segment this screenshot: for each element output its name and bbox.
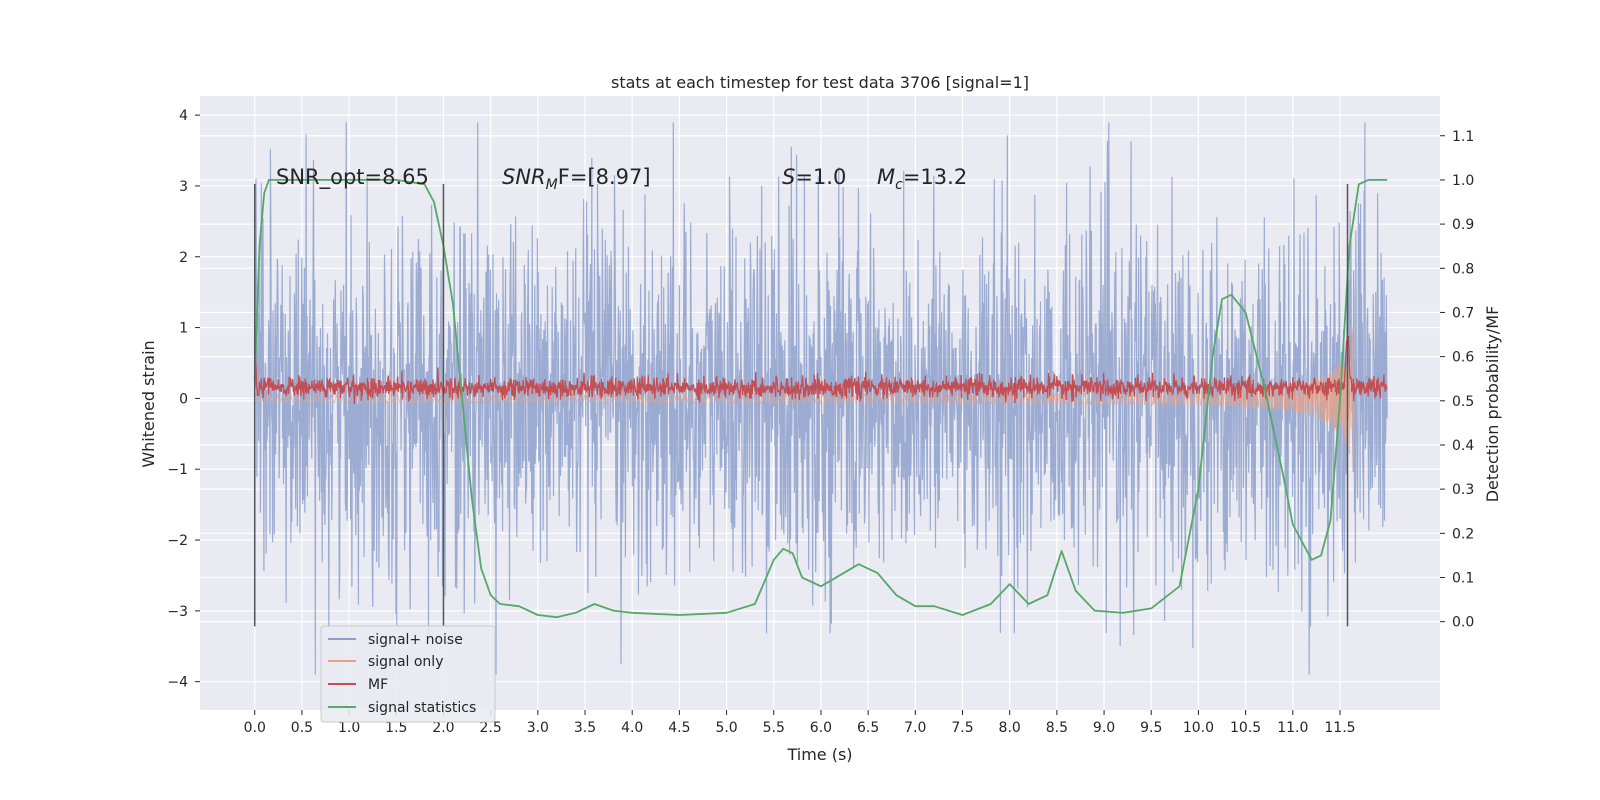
y-left-tick-label: 0 xyxy=(179,391,188,407)
mc-name: M xyxy=(877,165,895,189)
tick-layer: 0.0 0.5 1.0 1.5 2.0 2.5 3.0 3.5 4.0 4.5 5.0 5.5 6.0 6… xyxy=(167,108,1474,736)
legend-label-signal-noise: signal+ noise xyxy=(368,632,463,648)
s-annotation: S=1.0 xyxy=(782,165,846,189)
y-left-tick-label: −1 xyxy=(167,462,188,478)
legend: signal+ noise signal only MF signal stat… xyxy=(320,625,496,723)
legend-label-signal-only: signal only xyxy=(368,654,443,670)
x-tick-label: 9.5 xyxy=(1140,720,1162,736)
snr-mf-annotation: SNRMF=[8.97] xyxy=(502,165,651,193)
x-tick-label: 5.0 xyxy=(715,720,737,736)
snr-mf-rest: F=[8.97] xyxy=(558,165,651,189)
x-tick-label: 1.0 xyxy=(338,720,360,736)
y-axis-right-title: Detection probability/MF xyxy=(1483,306,1502,503)
marker-layer xyxy=(253,183,1349,627)
y-right-tick-label: 0.5 xyxy=(1452,394,1474,410)
y-left-tick-label: 3 xyxy=(179,179,188,195)
y-right-tick-label: 0.2 xyxy=(1452,526,1474,542)
y-axis-left-title: Whitened strain xyxy=(139,340,158,467)
y-left-tick-label: −3 xyxy=(167,604,188,620)
y-right-tick-label: 0.1 xyxy=(1452,570,1474,586)
x-tick-label: 9.0 xyxy=(1093,720,1115,736)
x-tick-label: 2.0 xyxy=(432,720,454,736)
x-tick-label: 10.0 xyxy=(1183,720,1214,736)
y-right-tick-label: 0.4 xyxy=(1452,438,1474,454)
series-signal-statistics-line xyxy=(253,179,1388,619)
y-right-tick-label: 0.6 xyxy=(1452,350,1474,366)
y-right-tick-label: 0.8 xyxy=(1452,261,1474,277)
x-tick-label: 8.5 xyxy=(1046,720,1068,736)
y-right-tick-label: 0.9 xyxy=(1452,217,1474,233)
s-rest: =1.0 xyxy=(795,165,846,189)
mc-annotation: Mc=13.2 xyxy=(877,165,967,193)
x-tick-label: 11.0 xyxy=(1277,720,1308,736)
y-right-tick-label: 0.7 xyxy=(1452,305,1474,321)
x-tick-label: 4.5 xyxy=(668,720,690,736)
s-name: S xyxy=(782,165,795,189)
x-tick-label: 0.0 xyxy=(244,720,266,736)
x-tick-label: 6.0 xyxy=(810,720,832,736)
chart-title: stats at each timestep for test data 370… xyxy=(611,73,1029,92)
x-tick-label: 4.0 xyxy=(621,720,643,736)
snr-mf-name: SNR xyxy=(502,165,546,189)
y-right-tick-label: 0.0 xyxy=(1452,615,1474,631)
x-tick-label: 8.0 xyxy=(999,720,1021,736)
x-tick-label: 7.5 xyxy=(951,720,973,736)
y-left-tick-label: −4 xyxy=(167,675,188,691)
y-right-tick-label: 1.1 xyxy=(1452,129,1474,145)
y-right-tick-label: 0.3 xyxy=(1452,482,1474,498)
x-tick-label: 11.5 xyxy=(1324,720,1355,736)
snr-mf-sub: M xyxy=(546,177,558,193)
y-right-tick-label: 1.0 xyxy=(1452,173,1474,189)
x-axis-title: Time (s) xyxy=(786,745,852,764)
x-tick-label: 10.5 xyxy=(1230,720,1261,736)
mc-sub: c xyxy=(895,177,903,193)
y-left-tick-label: 4 xyxy=(179,108,188,124)
x-tick-label: 7.0 xyxy=(904,720,926,736)
y-left-tick-label: 2 xyxy=(179,250,188,266)
series-signal-only-line xyxy=(254,327,1355,469)
y-left-tick-label: 1 xyxy=(179,321,188,337)
x-tick-label: 0.5 xyxy=(291,720,313,736)
legend-label-mf: MF xyxy=(368,677,388,693)
x-tick-label: 6.5 xyxy=(857,720,879,736)
x-tick-label: 5.5 xyxy=(763,720,785,736)
mc-rest: =13.2 xyxy=(903,165,967,189)
x-tick-label: 1.5 xyxy=(385,720,407,736)
legend-label-signal-statistics: signal statistics xyxy=(368,700,476,716)
x-tick-label: 2.5 xyxy=(480,720,502,736)
y-left-tick-label: −2 xyxy=(167,533,188,549)
x-tick-label: 3.5 xyxy=(574,720,596,736)
snr-opt-annotation: SNR_opt=8.65 xyxy=(276,165,429,190)
x-tick-label: 3.0 xyxy=(527,720,549,736)
legend-box xyxy=(320,625,496,723)
